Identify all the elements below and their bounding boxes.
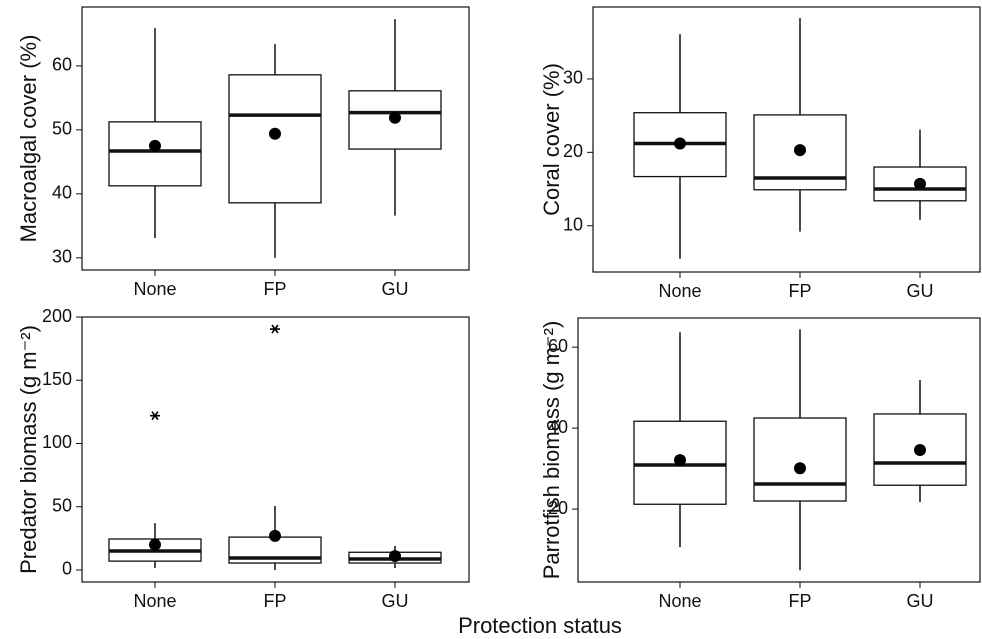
- y-tick-label: 20: [563, 141, 583, 161]
- x-tick-label: GU: [382, 591, 409, 611]
- y-tick-label: 50: [52, 495, 72, 515]
- mean-point: [149, 139, 161, 152]
- outlier: [270, 324, 280, 334]
- y-tick-label: 50: [52, 119, 72, 139]
- x-axis-label: Protection status: [458, 613, 622, 638]
- x-tick-label: None: [658, 281, 701, 301]
- mean-point: [149, 538, 161, 551]
- mean-point: [269, 127, 281, 140]
- x-tick-label: FP: [263, 279, 286, 299]
- x-tick-label: FP: [788, 281, 811, 301]
- y-tick-label: 60: [548, 336, 568, 356]
- mean-point: [674, 137, 686, 150]
- box: [753, 417, 847, 502]
- x-tick-label: FP: [788, 591, 811, 611]
- mean-point: [389, 550, 401, 563]
- x-tick-label: GU: [907, 281, 934, 301]
- y-axis-label: Coral cover (%): [539, 63, 564, 216]
- mean-point: [914, 177, 926, 190]
- box: [108, 121, 202, 187]
- y-tick-label: 100: [42, 432, 72, 452]
- y-axis-label: Macroalgal cover (%): [16, 35, 41, 243]
- y-tick-label: 30: [52, 247, 72, 267]
- y-tick-label: 10: [563, 215, 583, 235]
- y-tick-label: 20: [548, 498, 568, 518]
- mean-point: [914, 444, 926, 456]
- x-tick-label: None: [133, 591, 176, 611]
- y-tick-label: 200: [42, 306, 72, 326]
- x-tick-label: GU: [382, 279, 409, 299]
- outlier: [150, 411, 160, 421]
- x-tick-label: FP: [263, 591, 286, 611]
- x-tick-label: None: [133, 279, 176, 299]
- plot-frame: [592, 6, 981, 273]
- box: [348, 90, 442, 150]
- y-tick-label: 40: [548, 417, 568, 437]
- mean-point: [674, 454, 686, 467]
- mean-point: [794, 144, 806, 157]
- y-tick-label: 60: [52, 55, 72, 75]
- mean-point: [269, 529, 281, 542]
- x-tick-label: None: [658, 591, 701, 611]
- y-axis-label: Predator biomass (g m⁻²): [16, 325, 41, 574]
- x-tick-label: GU: [907, 591, 934, 611]
- y-tick-label: 40: [52, 183, 72, 203]
- mean-point: [389, 111, 401, 124]
- plot-frame: [577, 317, 981, 583]
- y-axis-label: Parrotfish biomass (g m⁻²): [539, 321, 564, 580]
- y-tick-label: 150: [42, 369, 72, 389]
- y-tick-label: 0: [62, 559, 72, 579]
- y-tick-label: 30: [563, 68, 583, 88]
- mean-point: [794, 462, 806, 475]
